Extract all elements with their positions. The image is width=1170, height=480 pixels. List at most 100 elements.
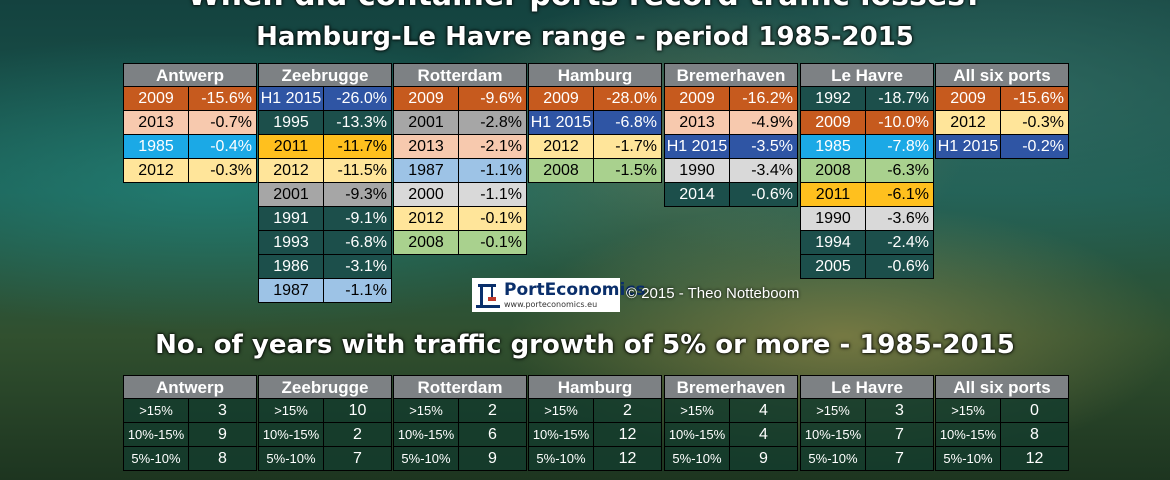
year-cell: 2001 [394, 111, 459, 134]
table-row: 2013 -2.1% [393, 135, 527, 159]
year-cell: 1995 [259, 111, 324, 134]
table-row: >15% 0 [935, 399, 1069, 423]
year-count: 8 [218, 450, 227, 467]
loss-value: -11.5% [337, 162, 387, 179]
growth-band: >15% [259, 399, 324, 422]
loss-value: -15.6% [201, 90, 252, 107]
year-cell: H1 2015 [936, 135, 1001, 158]
port-column-antwerp: Antwerp 2009 -15.6% 2013 -0.7% 1985 -0.4% 2012 -… [123, 63, 257, 183]
port-column-rotterdam: Rotterdam >15% 2 10%-15% 6 5%-10% 9 [393, 375, 527, 471]
port-header: Bremerhaven [664, 375, 798, 399]
table-row: 10%-15% 2 [258, 423, 392, 447]
table-row: 2008 -0.1% [393, 231, 527, 255]
year-cell: 2014 [665, 183, 730, 206]
year-count: 12 [618, 426, 637, 443]
loss-value: -3.4% [751, 162, 793, 179]
year-count: 2 [353, 426, 362, 443]
port-header: Zeebrugge [258, 375, 392, 399]
year-cell: H1 2015 [529, 111, 594, 134]
port-column-antwerp: Antwerp >15% 3 10%-15% 9 5%-10% 8 [123, 375, 257, 471]
loss-value: -26.0% [336, 90, 387, 107]
loss-value: -0.2% [1022, 138, 1064, 155]
loss-value: -3.1% [345, 258, 387, 275]
growth-band: 10%-15% [801, 423, 866, 446]
port-header: Antwerp [123, 375, 257, 399]
growth-band: >15% [665, 399, 730, 422]
year-cell: 2012 [394, 207, 459, 230]
year-cell: 2008 [394, 231, 459, 254]
porteconomics-logo: PortEconomics www.porteconomics.eu [472, 278, 646, 312]
loss-value: -9.6% [480, 90, 522, 107]
year-count: 4 [759, 426, 768, 443]
year-cell: 2009 [665, 87, 730, 110]
table-row: 1992 -18.7% [800, 87, 934, 111]
growth-band: 10%-15% [394, 423, 459, 446]
loss-value: -9.3% [345, 186, 387, 203]
loss-value: -0.3% [210, 162, 252, 179]
year-cell: 2012 [529, 135, 594, 158]
loss-value: -0.3% [1022, 114, 1064, 131]
growth-band: 5%-10% [259, 447, 324, 470]
year-count: 2 [623, 402, 632, 419]
loss-value: -3.5% [751, 138, 793, 155]
port-column-le-havre: Le Havre >15% 3 10%-15% 7 5%-10% 7 [800, 375, 934, 471]
table-row: 10%-15% 7 [800, 423, 934, 447]
loss-value: -6.8% [345, 234, 387, 251]
table-row: 5%-10% 9 [664, 447, 798, 471]
year-count: 9 [759, 450, 768, 467]
table-row: 1987 -1.1% [393, 159, 527, 183]
table-row: 1994 -2.4% [800, 231, 934, 255]
table-row: 1987 -1.1% [258, 279, 392, 303]
table-row: 10%-15% 9 [123, 423, 257, 447]
growth-band: 5%-10% [529, 447, 594, 470]
table-row: 1990 -3.4% [664, 159, 798, 183]
loss-value: -2.8% [480, 114, 522, 131]
growth-band: >15% [124, 399, 189, 422]
year-count: 12 [1025, 450, 1044, 467]
year-count: 9 [218, 426, 227, 443]
port-column-bremerhaven: Bremerhaven >15% 4 10%-15% 4 5%-10% 9 [664, 375, 798, 471]
year-cell: 2009 [529, 87, 594, 110]
table-row: 2008 -6.3% [800, 159, 934, 183]
table-row: 2009 -15.6% [935, 87, 1069, 111]
year-cell: 2009 [394, 87, 459, 110]
loss-value: -0.6% [887, 258, 929, 275]
growth-band: 5%-10% [124, 447, 189, 470]
table-row: 10%-15% 12 [528, 423, 662, 447]
loss-value: -16.2% [742, 90, 793, 107]
port-header: Antwerp [123, 63, 257, 87]
table-row: 2012 -1.7% [528, 135, 662, 159]
growth-band: 10%-15% [529, 423, 594, 446]
year-cell: 2000 [394, 183, 459, 206]
table-row: 5%-10% 12 [935, 447, 1069, 471]
port-header: All six ports [935, 63, 1069, 87]
port-column-zeebrugge: Zeebrugge >15% 10 10%-15% 2 5%-10% 7 [258, 375, 392, 471]
port-column-le-havre: Le Havre 1992 -18.7% 2009 -10.0% 1985 -7.8% 200… [800, 63, 934, 279]
year-count: 2 [488, 402, 497, 419]
year-cell: 1993 [259, 231, 324, 254]
port-header: Le Havre [800, 375, 934, 399]
table-row: 5%-10% 7 [800, 447, 934, 471]
table-row: 2012 -0.3% [935, 111, 1069, 135]
top-table-title: Hamburg-Le Havre range - period 1985-201… [256, 22, 914, 52]
table-row: H1 2015 -3.5% [664, 135, 798, 159]
year-cell: H1 2015 [665, 135, 730, 158]
loss-value: -2.1% [480, 138, 522, 155]
table-row: >15% 2 [528, 399, 662, 423]
table-row: 2012 -11.5% [258, 159, 392, 183]
table-row: H1 2015 -26.0% [258, 87, 392, 111]
table-row: 1990 -3.6% [800, 207, 934, 231]
year-cell: 1985 [124, 135, 189, 158]
year-count: 3 [218, 402, 227, 419]
year-cell: 2001 [259, 183, 324, 206]
growth-band: >15% [529, 399, 594, 422]
table-row: 5%-10% 7 [258, 447, 392, 471]
year-count: 7 [895, 426, 904, 443]
year-cell: 2013 [394, 135, 459, 158]
table-row: 1985 -0.4% [123, 135, 257, 159]
port-header: Rotterdam [393, 375, 527, 399]
loss-value: -13.3% [336, 114, 387, 131]
loss-value: -1.7% [615, 138, 657, 155]
table-row: 1991 -9.1% [258, 207, 392, 231]
year-count: 4 [759, 402, 768, 419]
